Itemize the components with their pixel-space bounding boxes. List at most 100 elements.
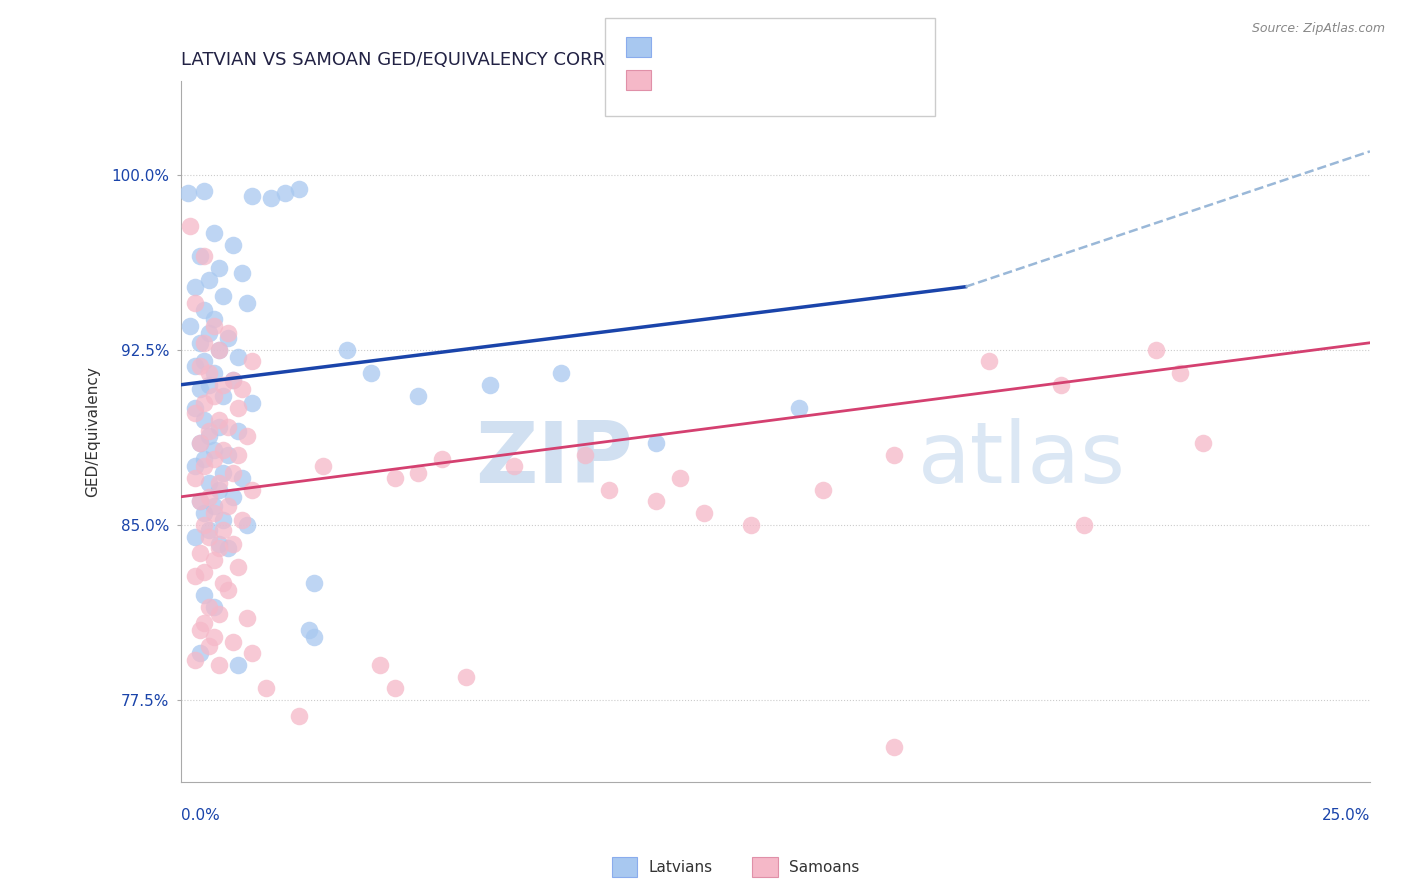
Point (193, 184, 215, 198)
Point (202, 319, 225, 334)
Point (202, 499, 225, 513)
Point (202, 226, 225, 240)
Point (188, 646, 211, 660)
Point (207, 657, 229, 672)
Point (198, 599, 221, 614)
Point (787, 401, 810, 416)
Point (188, 359, 211, 373)
Point (188, 494, 211, 508)
Point (193, 506, 215, 520)
Text: LATVIAN VS SAMOAN GED/EQUIVALENCY CORRELATION CHART: LATVIAN VS SAMOAN GED/EQUIVALENCY CORREL… (180, 51, 748, 69)
Point (217, 499, 239, 513)
Point (207, 419, 229, 434)
Point (217, 583, 239, 598)
Point (193, 615, 215, 630)
Point (226, 401, 249, 416)
Point (336, 343, 359, 357)
Point (693, 506, 716, 520)
Text: 25.0%: 25.0% (1322, 808, 1369, 823)
Point (207, 475, 229, 490)
Point (645, 494, 668, 508)
Point (202, 553, 225, 567)
Point (184, 653, 207, 667)
Point (384, 471, 406, 485)
Point (188, 335, 211, 350)
Point (298, 623, 321, 637)
Text: 0.181: 0.181 (707, 40, 755, 54)
Point (302, 630, 325, 644)
Point (288, 709, 311, 723)
Point (370, 657, 392, 672)
Point (222, 634, 245, 648)
Text: 86: 86 (824, 73, 845, 87)
Point (574, 448, 596, 462)
Point (184, 459, 207, 474)
Point (226, 559, 249, 574)
Text: ZIP: ZIP (475, 418, 633, 501)
Point (207, 261, 229, 276)
Point (260, 191, 283, 205)
Text: Samoans: Samoans (789, 860, 859, 874)
Point (184, 401, 207, 416)
Point (193, 452, 215, 467)
Point (226, 350, 249, 364)
Point (226, 425, 249, 439)
Point (202, 312, 225, 326)
Point (217, 419, 239, 434)
Point (288, 182, 311, 196)
Point (207, 343, 229, 357)
Point (193, 459, 215, 474)
Point (184, 569, 207, 583)
Point (222, 536, 245, 550)
Point (202, 630, 225, 644)
Point (179, 319, 201, 334)
Point (222, 467, 245, 481)
Point (184, 279, 207, 293)
Point (254, 681, 277, 696)
Point (212, 523, 235, 537)
Point (598, 483, 620, 497)
Point (302, 576, 325, 591)
Point (202, 452, 225, 467)
Point (193, 517, 215, 532)
Point (312, 459, 335, 474)
Text: N =: N = (772, 73, 815, 87)
Text: 0.266: 0.266 (707, 73, 755, 87)
Point (202, 366, 225, 380)
Point (212, 289, 235, 303)
Point (198, 366, 221, 380)
Text: 70: 70 (824, 40, 845, 54)
Y-axis label: GED/Equivalency: GED/Equivalency (86, 366, 100, 497)
Point (198, 377, 221, 392)
Point (184, 296, 207, 310)
Point (240, 483, 263, 497)
Point (212, 576, 235, 591)
Point (193, 249, 215, 263)
Point (360, 366, 382, 380)
Point (222, 237, 245, 252)
Point (212, 377, 235, 392)
Point (236, 611, 259, 625)
Point (979, 354, 1001, 368)
Point (1192, 436, 1215, 450)
Point (1049, 377, 1071, 392)
Point (207, 343, 229, 357)
Point (240, 396, 263, 410)
Point (222, 373, 245, 387)
Point (193, 303, 215, 318)
Point (184, 406, 207, 420)
Point (740, 517, 762, 532)
Text: Source: ZipAtlas.com: Source: ZipAtlas.com (1251, 22, 1385, 36)
Point (198, 529, 221, 543)
Point (1073, 517, 1095, 532)
Point (669, 471, 692, 485)
Point (193, 413, 215, 427)
Point (188, 623, 211, 637)
Point (240, 646, 263, 660)
Point (550, 366, 572, 380)
Point (236, 296, 259, 310)
Point (193, 565, 215, 579)
Point (198, 326, 221, 341)
Point (231, 471, 253, 485)
Point (217, 331, 239, 345)
